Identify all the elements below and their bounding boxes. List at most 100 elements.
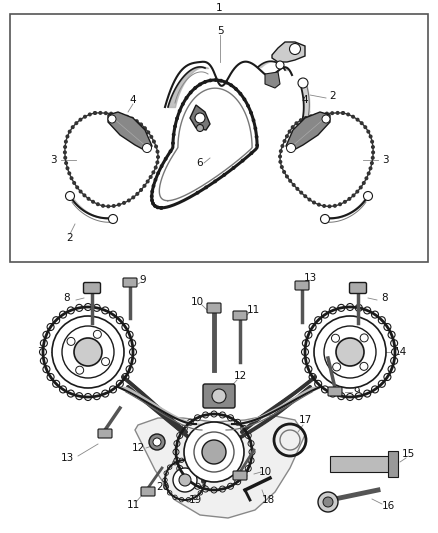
Circle shape — [199, 466, 201, 469]
Circle shape — [356, 118, 359, 121]
Bar — [388, 451, 398, 477]
Circle shape — [142, 143, 152, 152]
Circle shape — [202, 440, 226, 464]
Text: 3: 3 — [49, 155, 57, 165]
FancyBboxPatch shape — [123, 278, 137, 287]
Circle shape — [269, 409, 272, 412]
Circle shape — [257, 425, 260, 427]
Circle shape — [266, 411, 268, 414]
Circle shape — [283, 407, 286, 409]
Circle shape — [271, 416, 273, 418]
Circle shape — [371, 157, 374, 159]
Circle shape — [181, 427, 184, 430]
Circle shape — [153, 402, 155, 405]
Circle shape — [336, 338, 364, 366]
Circle shape — [168, 421, 171, 423]
Circle shape — [211, 487, 217, 493]
Circle shape — [261, 422, 264, 425]
Circle shape — [299, 387, 302, 390]
Circle shape — [149, 399, 152, 402]
Circle shape — [122, 324, 129, 330]
Circle shape — [149, 404, 152, 407]
Circle shape — [302, 357, 309, 364]
Circle shape — [279, 410, 281, 413]
Text: 4: 4 — [130, 95, 136, 105]
Circle shape — [39, 349, 46, 356]
Circle shape — [321, 386, 328, 393]
Circle shape — [315, 114, 318, 116]
Polygon shape — [135, 415, 305, 518]
Circle shape — [302, 340, 309, 347]
Circle shape — [162, 410, 164, 413]
Circle shape — [129, 340, 136, 347]
Circle shape — [214, 180, 216, 183]
Circle shape — [146, 180, 149, 183]
Circle shape — [245, 465, 251, 472]
Circle shape — [227, 483, 233, 489]
Circle shape — [338, 393, 345, 400]
Circle shape — [162, 415, 164, 418]
Circle shape — [247, 104, 249, 107]
Text: 14: 14 — [393, 347, 406, 357]
Circle shape — [128, 387, 131, 390]
Circle shape — [169, 417, 172, 420]
Circle shape — [83, 194, 86, 197]
Circle shape — [185, 434, 188, 437]
Circle shape — [166, 414, 168, 416]
Circle shape — [311, 378, 314, 381]
Text: 16: 16 — [381, 501, 395, 511]
Circle shape — [369, 135, 372, 138]
Circle shape — [134, 392, 137, 395]
Circle shape — [333, 363, 341, 371]
Circle shape — [93, 393, 100, 400]
Circle shape — [193, 461, 197, 465]
Circle shape — [342, 112, 344, 114]
Circle shape — [296, 188, 299, 190]
Circle shape — [150, 400, 153, 403]
Circle shape — [201, 473, 203, 475]
Circle shape — [184, 422, 244, 482]
Circle shape — [235, 419, 241, 425]
Circle shape — [127, 199, 130, 202]
Circle shape — [325, 112, 328, 115]
Circle shape — [138, 390, 141, 393]
Circle shape — [295, 391, 297, 393]
Circle shape — [287, 396, 290, 399]
Circle shape — [67, 390, 74, 397]
Circle shape — [189, 438, 192, 440]
Circle shape — [212, 389, 226, 403]
Text: 8: 8 — [381, 293, 389, 303]
Circle shape — [290, 44, 300, 54]
Circle shape — [170, 422, 172, 424]
Circle shape — [355, 393, 362, 400]
Circle shape — [173, 449, 179, 455]
Circle shape — [279, 402, 282, 404]
Circle shape — [199, 472, 201, 473]
Circle shape — [79, 118, 82, 121]
Text: 12: 12 — [131, 443, 145, 453]
Text: 8: 8 — [64, 293, 71, 303]
Circle shape — [199, 473, 201, 475]
Circle shape — [195, 469, 198, 470]
Circle shape — [336, 111, 339, 114]
Circle shape — [154, 205, 156, 207]
Circle shape — [200, 468, 202, 470]
Circle shape — [122, 374, 129, 381]
Circle shape — [130, 349, 137, 356]
Circle shape — [286, 397, 288, 400]
Circle shape — [329, 307, 336, 314]
Circle shape — [199, 83, 201, 86]
Circle shape — [305, 383, 307, 385]
Circle shape — [198, 465, 201, 467]
Circle shape — [272, 415, 275, 417]
Circle shape — [306, 388, 308, 391]
Circle shape — [167, 419, 170, 422]
Circle shape — [99, 111, 102, 114]
Circle shape — [167, 465, 172, 470]
Circle shape — [258, 417, 261, 419]
Circle shape — [132, 384, 135, 387]
Circle shape — [163, 478, 167, 482]
Circle shape — [199, 469, 201, 471]
Circle shape — [40, 357, 47, 364]
Circle shape — [135, 387, 138, 389]
